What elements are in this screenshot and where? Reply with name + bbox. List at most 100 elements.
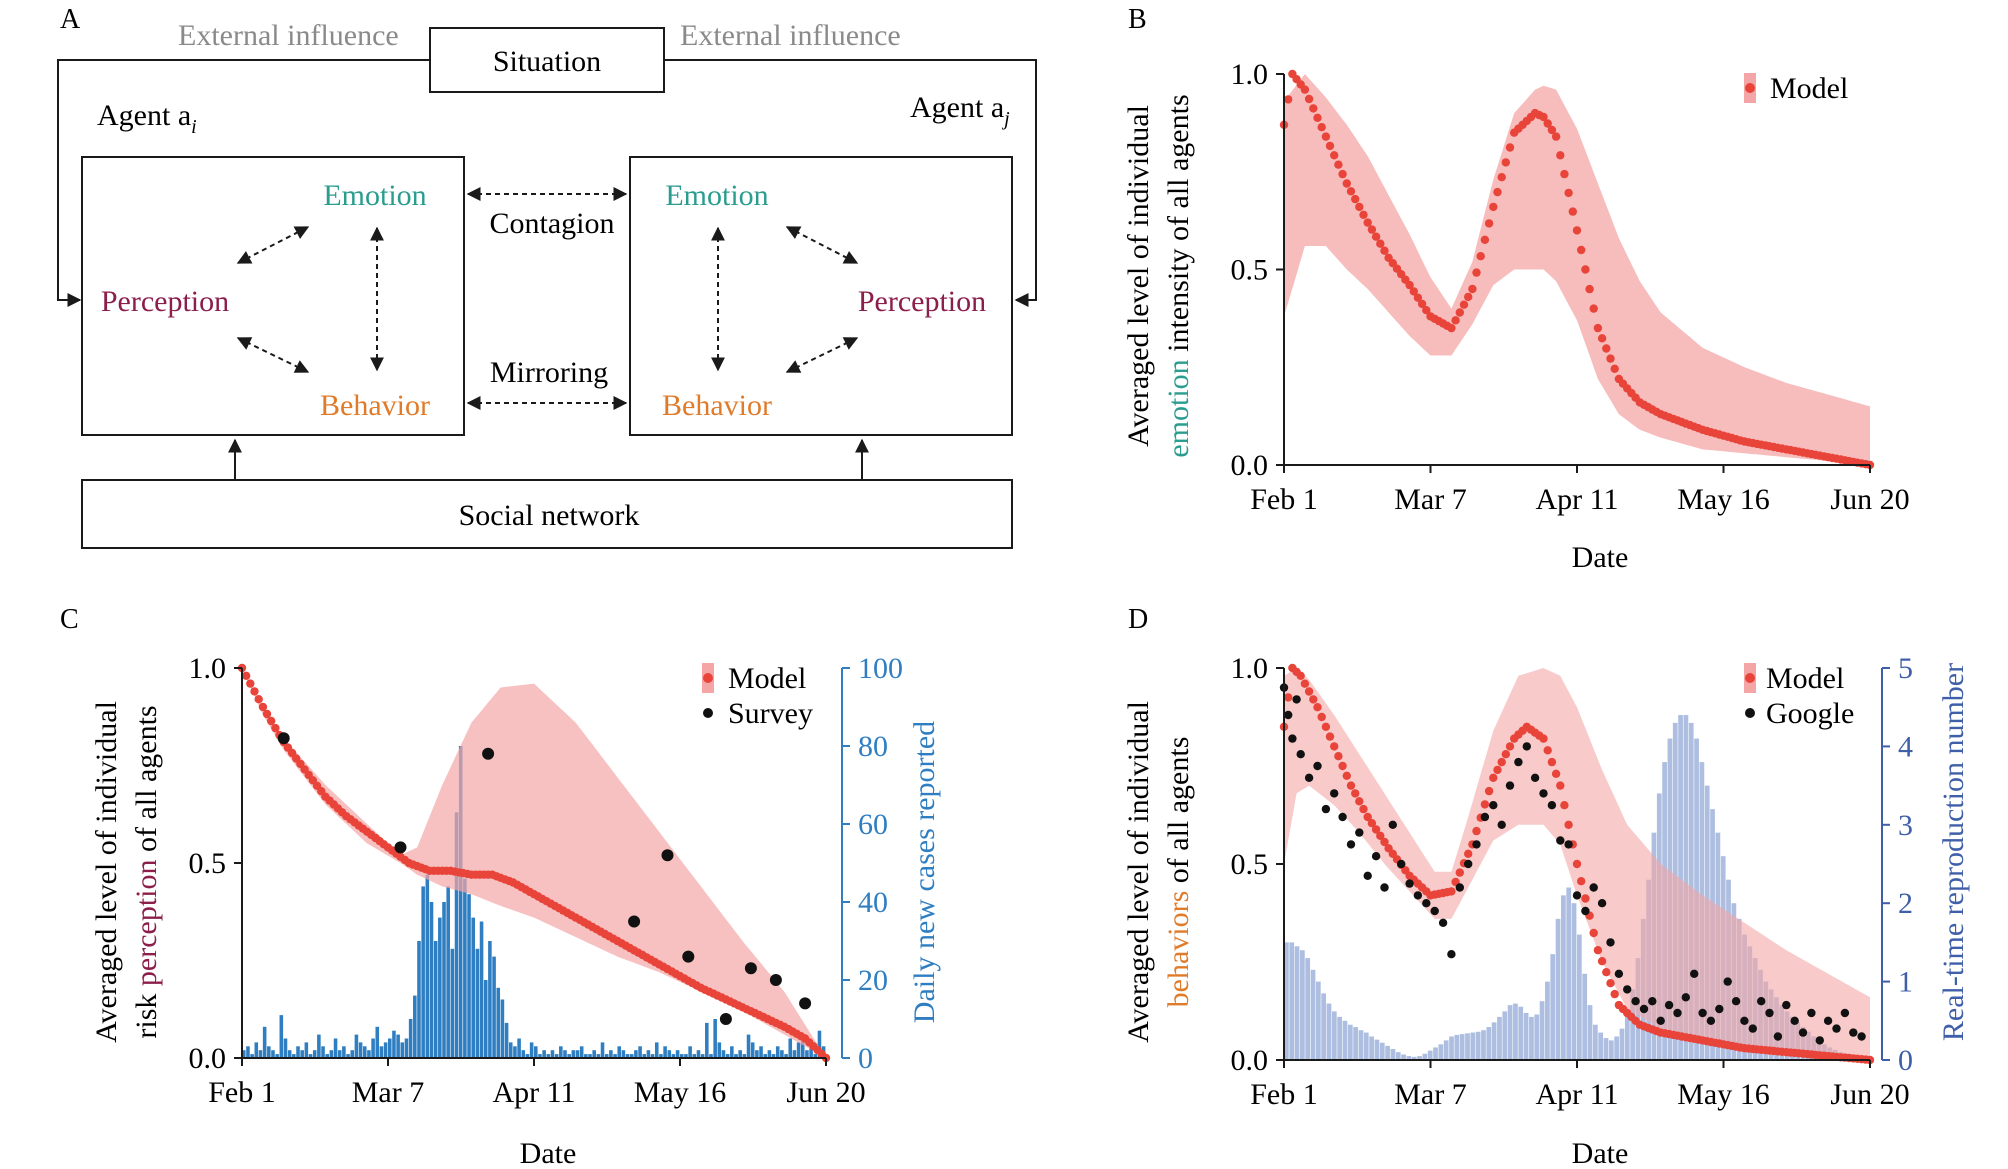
situation-box bbox=[429, 27, 665, 93]
panel-d-google-point bbox=[1564, 840, 1573, 849]
panel-d-google-point bbox=[1773, 1032, 1783, 1041]
panel-c-bar bbox=[529, 1042, 534, 1058]
situation-label: Situation bbox=[493, 45, 601, 78]
panel-d-google-point bbox=[1397, 859, 1406, 869]
panel-d-bar bbox=[1577, 934, 1582, 1060]
panel-c-bar bbox=[404, 1038, 409, 1058]
panel-c-bar bbox=[317, 1034, 321, 1058]
panel-d-xlabel: Date bbox=[1572, 1137, 1629, 1169]
panel-d-model-point bbox=[1447, 887, 1456, 896]
panel-c-bar bbox=[246, 1046, 250, 1058]
panel-b-model-point bbox=[1405, 280, 1414, 290]
panel-d-google-point bbox=[1757, 997, 1766, 1006]
panel-c-bar bbox=[567, 1054, 571, 1058]
panel-d-model-point bbox=[1577, 877, 1586, 886]
panel-c-x-tick-label: Feb 1 bbox=[208, 1076, 276, 1109]
panel-d-bar bbox=[1561, 895, 1566, 1060]
panel-d-google-point bbox=[1740, 1016, 1749, 1025]
panel-d-model-point bbox=[1497, 757, 1506, 767]
panel-b-chart: B Feb 1 Mar 7 Apr 11 May 16 Jun 200.00.51.0 … bbox=[1122, 4, 1910, 574]
panel-c-bar bbox=[663, 1046, 667, 1058]
panel-b-model-point bbox=[1593, 323, 1603, 333]
panel-b-model-point bbox=[1351, 194, 1360, 204]
panel-d-google-point bbox=[1464, 859, 1473, 869]
panel-c-ylabel-right: Daily new cases reported bbox=[908, 721, 941, 1023]
panel-b-model-point bbox=[1610, 364, 1619, 373]
panel-c-bar bbox=[258, 1050, 263, 1058]
panel-d-model-point bbox=[1359, 804, 1368, 814]
panel-c-bar bbox=[730, 1046, 734, 1058]
panel-c-bar bbox=[688, 1046, 692, 1058]
panel-d-google-point bbox=[1489, 801, 1498, 810]
panel-d-bar bbox=[1406, 1056, 1412, 1060]
panel-b-model-point bbox=[1459, 300, 1469, 309]
panel-c-bar bbox=[296, 1046, 300, 1058]
panel-c-bar bbox=[292, 1054, 296, 1058]
panel-d-bar bbox=[1592, 1024, 1598, 1060]
panel-b-model-point bbox=[1464, 292, 1473, 302]
panel-c-bar bbox=[538, 1054, 542, 1058]
panel-b-model-point bbox=[1455, 308, 1465, 317]
panel-d-model-point bbox=[1296, 671, 1305, 680]
panel-c-bar bbox=[300, 1050, 304, 1058]
panel-d-model-point bbox=[1581, 894, 1590, 903]
panel-c-bar bbox=[788, 1038, 793, 1058]
panel-c-bar bbox=[267, 1046, 271, 1058]
panel-c-bar bbox=[646, 1050, 651, 1058]
panel-c-model-point bbox=[242, 671, 251, 680]
panel-b-model-point bbox=[1572, 226, 1582, 235]
panel-d-model-point bbox=[1597, 957, 1607, 966]
panel-d-bar bbox=[1614, 1036, 1620, 1060]
panel-d-model-point bbox=[1610, 989, 1619, 999]
panel-d-ylabel-line2: behaviors of all agents bbox=[1162, 737, 1195, 1008]
panel-d-google-dots bbox=[1279, 683, 1866, 1045]
panel-c-bar bbox=[433, 941, 438, 1058]
panel-d-model-point bbox=[1300, 679, 1310, 688]
panel-c-bar bbox=[354, 1034, 359, 1058]
panel-c-bar bbox=[517, 1038, 521, 1058]
panel-c-bar bbox=[408, 1019, 413, 1058]
panel-c-confidence-band bbox=[242, 668, 826, 1058]
panel-d-chart: D Feb 1 Mar 7 Apr 11 May 16 Jun 20 0.0 0.5 1.0 0… bbox=[1122, 604, 1970, 1169]
panel-d-bar bbox=[1326, 1003, 1332, 1060]
panel-d-google-point bbox=[1346, 840, 1356, 849]
agent-j-box bbox=[629, 156, 1013, 436]
agent-j-label: Agent aj bbox=[910, 91, 1010, 130]
panel-d-google-point bbox=[1480, 812, 1490, 822]
panel-b-y-tick-label: 1.0 bbox=[1231, 58, 1269, 91]
panel-c-x-tick-label: Jun 20 bbox=[786, 1076, 865, 1109]
panel-d-bar bbox=[1315, 981, 1321, 1060]
panel-b-label: B bbox=[1128, 4, 1147, 35]
panel-d-google-point bbox=[1514, 757, 1523, 767]
panel-b-model-point bbox=[1300, 85, 1310, 94]
panel-d-bar bbox=[1294, 946, 1300, 1060]
panel-d-ylabel-line1: Averaged level of individual bbox=[1122, 701, 1155, 1043]
panel-c-bar bbox=[625, 1054, 630, 1058]
panel-c-x-tick-label: Apr 11 bbox=[492, 1076, 575, 1109]
panel-d-google-point bbox=[1304, 773, 1314, 782]
panel-d-bar bbox=[1390, 1049, 1396, 1060]
panel-d-bar bbox=[1305, 958, 1311, 1060]
panel-d-google-point bbox=[1623, 985, 1632, 994]
panel-b-confidence-band bbox=[1284, 74, 1870, 465]
panel-d-model-point bbox=[1501, 750, 1511, 759]
agent-i-box bbox=[81, 156, 465, 436]
panel-c-bar bbox=[438, 917, 442, 1058]
panel-d-bar bbox=[1374, 1039, 1380, 1060]
panel-d-bar bbox=[1571, 903, 1577, 1060]
panel-d-google-point bbox=[1447, 950, 1456, 959]
agent-i-perception-behavior-link bbox=[236, 337, 310, 373]
panel-c-bar bbox=[629, 1054, 634, 1058]
panel-c-bar bbox=[479, 921, 484, 1058]
panel-b-model-point bbox=[1476, 252, 1485, 261]
panel-c-y2-tick-label: 80 bbox=[858, 730, 888, 763]
panel-c-bar bbox=[750, 1042, 755, 1058]
panel-c-y2-tick-label: 60 bbox=[858, 808, 888, 841]
panel-d-google-point bbox=[1857, 1032, 1866, 1041]
panel-c-bar bbox=[417, 941, 421, 1058]
panel-c-bar bbox=[446, 886, 450, 1058]
panel-c-legend-model-dot bbox=[703, 673, 713, 683]
panel-c-y-tick-label: 0.5 bbox=[189, 847, 227, 880]
panel-d-model-point bbox=[1564, 820, 1573, 829]
panel-c-bar bbox=[575, 1050, 580, 1058]
